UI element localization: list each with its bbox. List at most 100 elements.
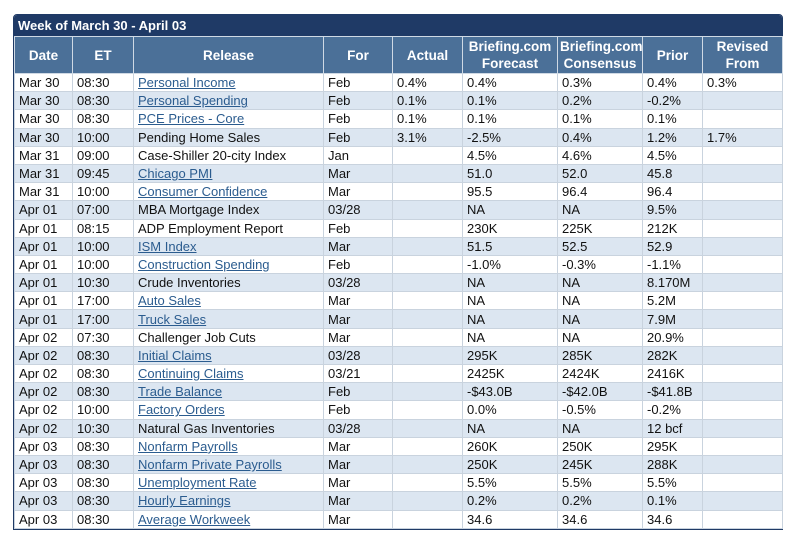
cell-text: Apr 01: [19, 256, 58, 272]
cell-text: 3.1%: [397, 129, 427, 145]
release-link[interactable]: Factory Orders: [138, 402, 225, 418]
release-link[interactable]: Nonfarm Payrolls: [138, 438, 238, 454]
release-link[interactable]: Consumer Confidence: [138, 184, 268, 200]
table-row: Apr 01 08:15 ADP Employment Report Feb 230K 2…: [14, 218, 783, 238]
table-cell: Mar: [323, 491, 393, 511]
table-cell: Hourly Earnings: [133, 491, 324, 511]
table-cell: [392, 509, 463, 529]
release-link[interactable]: Personal Spending: [138, 93, 248, 109]
cell-text: 230K: [467, 220, 498, 236]
cell-text: Apr 01: [19, 275, 58, 291]
table-cell: Construction Spending: [133, 254, 324, 275]
cell-text: NA: [467, 420, 486, 436]
cell-text: 09:00: [77, 147, 110, 163]
table-cell: Mar: [323, 327, 393, 347]
cell-text: Mar: [328, 166, 351, 182]
cell-text: Mar: [328, 238, 351, 254]
cell-text: Apr 01: [19, 293, 58, 309]
table-cell: 212K: [642, 218, 703, 238]
release-link[interactable]: Chicago PMI: [138, 166, 213, 182]
cell-text: 34.6: [467, 511, 493, 527]
table-cell: Mar 30: [14, 109, 73, 129]
cell-text: Apr 01: [19, 311, 58, 327]
table-cell: 03/21: [323, 363, 393, 384]
table-cell: 10:30: [72, 273, 134, 293]
cell-text: 08:30: [77, 366, 110, 382]
table-row: Apr 01 10:00 ISM Index Mar 51.5 52.5 52.9: [14, 236, 783, 256]
cell-text: 250K: [467, 457, 498, 473]
cell-text: 0.0%: [467, 402, 497, 418]
cell-text: 5.5%: [467, 475, 497, 491]
release-link[interactable]: Initial Claims: [138, 347, 212, 363]
release-link[interactable]: Truck Sales: [138, 311, 207, 327]
release-link[interactable]: Personal Income: [138, 75, 236, 91]
release-link[interactable]: Nonfarm Private Payrolls: [138, 457, 282, 473]
table-cell: Feb: [323, 218, 393, 238]
cell-text: 10:00: [77, 256, 110, 272]
table-cell: 08:15: [72, 218, 134, 238]
table-cell: Feb: [323, 382, 393, 402]
release-link[interactable]: Continuing Claims: [138, 366, 244, 382]
table-cell: Apr 01: [14, 309, 73, 329]
release-link[interactable]: Hourly Earnings: [138, 493, 231, 509]
table-cell: [392, 236, 463, 256]
table-cell: Apr 01: [14, 273, 73, 293]
table-cell: Feb: [323, 72, 393, 93]
release-link[interactable]: Auto Sales: [138, 293, 201, 309]
release-link[interactable]: Construction Spending: [138, 256, 270, 272]
table-row: Apr 02 10:30 Natural Gas Inventories 03/28 N…: [14, 418, 783, 438]
table-cell: 295K: [462, 345, 558, 366]
cell-text: 17:00: [77, 293, 110, 309]
cell-text: 5.5%: [562, 475, 592, 491]
table-cell: 0.0%: [462, 400, 558, 420]
table-cell: Apr 01: [14, 254, 73, 275]
release-link[interactable]: ISM Index: [138, 238, 197, 254]
table-cell: [392, 454, 463, 475]
release-link[interactable]: Unemployment Rate: [138, 475, 257, 491]
table-cell: 08:30: [72, 91, 134, 111]
table-cell: PCE Prices - Core: [133, 109, 324, 129]
release-link[interactable]: Average Workweek: [138, 511, 251, 527]
release-link[interactable]: Trade Balance: [138, 384, 223, 400]
cell-text: 08:30: [77, 93, 110, 109]
cell-text: Mar 30: [19, 93, 60, 109]
table-cell: 5.5%: [642, 473, 703, 493]
table-row: Apr 03 08:30 Hourly Earnings Mar 0.2% 0.2% 0.1…: [14, 491, 783, 511]
cell-text: 96.4: [647, 184, 673, 200]
cell-text: 0.4%: [562, 129, 592, 145]
table-cell: [392, 218, 463, 238]
table-cell: -$42.0B: [557, 382, 643, 402]
cell-text: 52.0: [562, 166, 588, 182]
table-cell: [702, 218, 783, 238]
cell-text: 10:30: [77, 275, 110, 291]
release-link[interactable]: PCE Prices - Core: [138, 111, 245, 127]
table-cell: [702, 327, 783, 347]
table-cell: 07:30: [72, 327, 134, 347]
table-cell: 03/28: [323, 345, 393, 366]
cell-text: Natural Gas Inventories: [138, 420, 275, 436]
table-cell: [392, 418, 463, 438]
table-cell: Feb: [323, 254, 393, 275]
table-row: Apr 01 17:00 Truck Sales Mar NA NA 7.9M: [14, 309, 783, 329]
table-cell: 295K: [642, 436, 703, 456]
cell-text: 0.4%: [647, 75, 677, 91]
table-row: Apr 02 08:30 Trade Balance Feb -$43.0B -$42.0…: [14, 382, 783, 402]
cell-text: 03/28: [328, 347, 361, 363]
cell-text: 1.2%: [647, 129, 677, 145]
cell-text: Mar 31: [19, 184, 60, 200]
table-row: Apr 02 07:30 Challenger Job Cuts Mar NA NA 20.…: [14, 327, 783, 347]
table-cell: 0.4%: [392, 72, 463, 93]
table-cell: -0.3%: [557, 254, 643, 275]
table-cell: 4.5%: [642, 145, 703, 165]
table-cell: 285K: [557, 345, 643, 366]
cell-text: 10:00: [77, 402, 110, 418]
cell-text: Apr 02: [19, 366, 58, 382]
table-cell: Mar 31: [14, 145, 73, 165]
table-cell: 0.2%: [462, 491, 558, 511]
table-cell: -1.1%: [642, 254, 703, 275]
table-cell: 08:30: [72, 382, 134, 402]
cell-text: Mar: [328, 329, 351, 345]
table-cell: NA: [462, 327, 558, 347]
table-cell: [392, 309, 463, 329]
table-cell: 0.1%: [642, 109, 703, 129]
